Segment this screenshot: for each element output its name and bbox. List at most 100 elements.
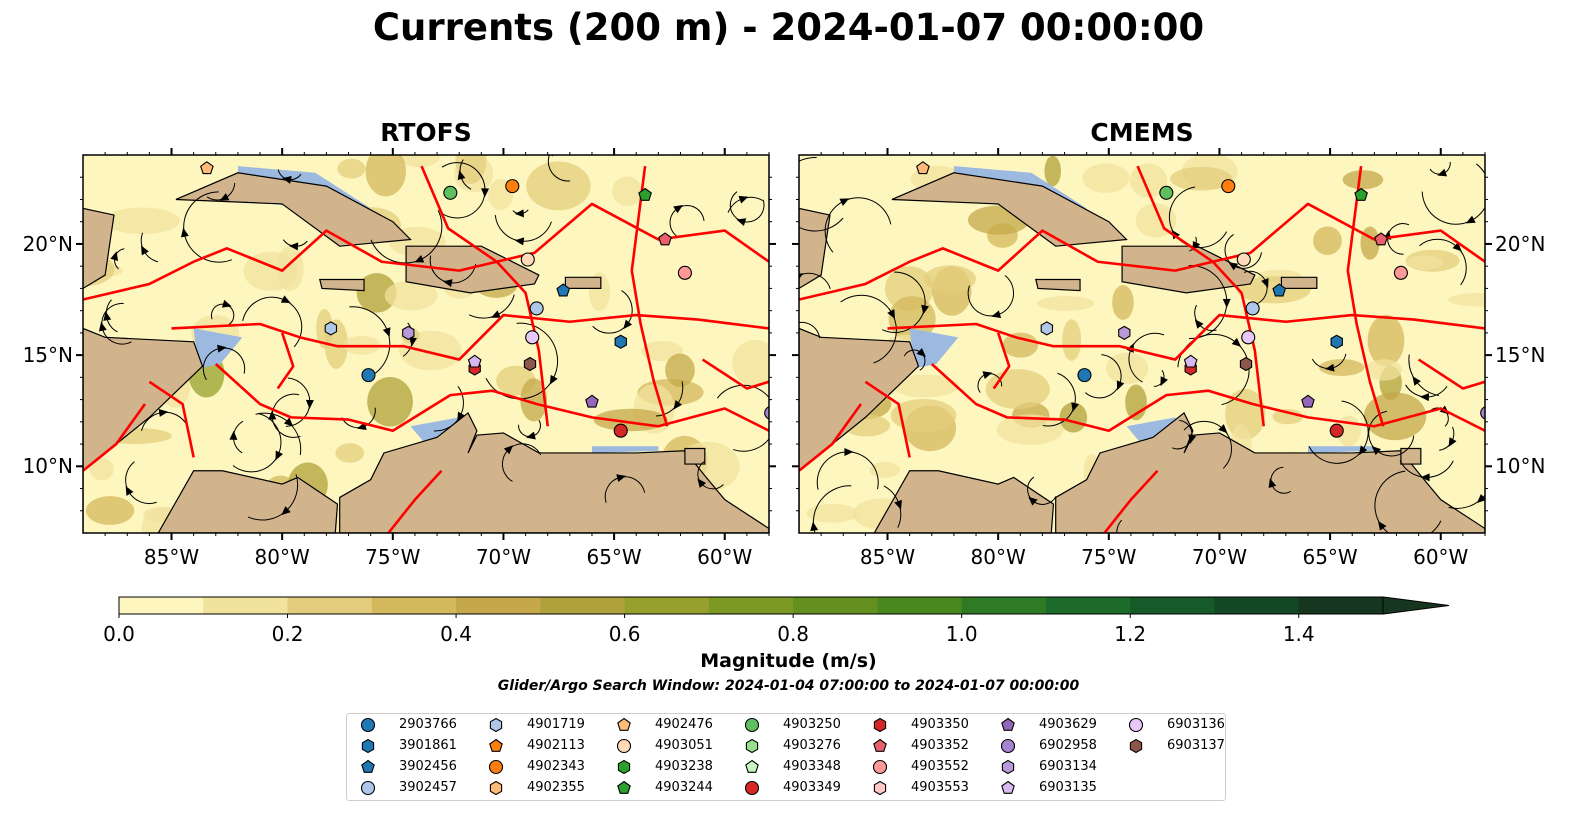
legend-marker — [744, 717, 760, 733]
colorbar-tick-label: 0.6 — [608, 622, 641, 646]
eez-boundary — [1417, 358, 1485, 390]
x-tick-label: 70°W — [1191, 545, 1248, 569]
legend-marker — [489, 780, 503, 796]
float-marker — [520, 252, 535, 267]
streamline-arrow — [1218, 424, 1228, 434]
eez-boundary — [83, 403, 147, 472]
colorbar-segment — [1130, 597, 1216, 614]
legend-marker-icon — [1129, 738, 1143, 754]
legend-marker — [361, 759, 375, 773]
colorbar-segment — [961, 597, 1047, 614]
legend-marker — [873, 780, 887, 796]
magnitude-patch — [1272, 408, 1304, 425]
magnitude-patch — [337, 158, 366, 179]
panel-title-right: CMEMS — [1090, 118, 1194, 147]
float-marker — [324, 321, 338, 336]
float-marker — [443, 185, 458, 200]
magnitude-patch — [335, 443, 365, 463]
legend-label: 4902355 — [527, 780, 585, 795]
streamline-arrow — [916, 347, 926, 358]
streamline — [1116, 519, 1155, 533]
streamline-arrow — [219, 193, 230, 201]
x-tick-label: 80°W — [970, 545, 1026, 569]
streamline-arrow — [810, 521, 819, 532]
streamline-arrow — [1261, 278, 1269, 288]
float-marker — [1480, 406, 1485, 420]
eez-boundary — [930, 363, 1485, 433]
legend-marker-icon — [360, 780, 376, 796]
float-marker — [1159, 185, 1174, 200]
streamline-arrow — [789, 322, 799, 330]
magnitude-patch — [1062, 319, 1082, 361]
streamline-arrow — [549, 374, 558, 385]
streamline-arrow — [673, 399, 683, 410]
float-marker — [1329, 423, 1344, 438]
magnitude-patch — [890, 398, 957, 432]
magnitude-patch — [1002, 332, 1039, 358]
streamline-arrow — [1194, 319, 1204, 329]
legend-label: 4903276 — [783, 738, 841, 753]
float-marker — [1077, 368, 1092, 383]
magnitude-patch — [1036, 296, 1095, 311]
streamline-arrow — [268, 410, 277, 420]
magnitude-patch — [1342, 170, 1384, 190]
legend-label: 4903349 — [783, 780, 841, 795]
legend-label: 6903135 — [1039, 780, 1097, 795]
x-tick-label: 75°W — [1081, 545, 1137, 569]
eez-boundary — [864, 380, 911, 458]
legend-marker-icon — [617, 717, 631, 731]
magnitude-patch — [869, 461, 901, 478]
float-legend: 2903766 3901861 3902456 3902457 4901719 49021… — [346, 713, 1226, 801]
legend-marker-icon — [361, 738, 375, 754]
x-tick-label: 70°W — [475, 545, 532, 569]
float-marker — [525, 330, 540, 345]
magnitude-patch — [398, 155, 441, 168]
streamline-arrow — [844, 447, 854, 456]
streamline-arrow — [141, 245, 149, 256]
magnitude-patch — [1318, 359, 1365, 376]
float-marker — [1272, 283, 1287, 297]
legend-marker-icon — [1001, 780, 1015, 794]
streamline-arrow — [1171, 229, 1180, 240]
legend-marker-icon — [617, 780, 631, 794]
legend-label: 4903552 — [911, 759, 969, 774]
streamline-arrow — [921, 304, 930, 315]
x-tick-label: 85°W — [143, 545, 200, 569]
streamline-arrow — [282, 176, 292, 184]
legend-marker-icon — [1128, 717, 1144, 733]
land — [1055, 412, 1485, 533]
streamline-arrow — [839, 198, 850, 206]
legend-label: 4903348 — [783, 759, 841, 774]
float-marker — [1245, 301, 1260, 316]
streamline — [799, 321, 821, 339]
colorbar-tick-label: 1.0 — [945, 622, 978, 646]
streamline-arrow — [697, 478, 707, 488]
legend-marker — [1000, 738, 1016, 754]
legend-marker — [617, 717, 631, 731]
legend-marker-icon — [1000, 738, 1016, 754]
streamline-arrow — [1160, 376, 1168, 387]
magnitude-patch — [365, 155, 407, 197]
legend-marker-icon — [617, 759, 631, 775]
streamline-arrow — [1377, 520, 1387, 531]
legend-marker — [488, 759, 504, 775]
legend-label: 4903238 — [655, 759, 713, 774]
eez-boundary — [799, 202, 1485, 301]
legend-marker-icon — [745, 759, 759, 773]
streamline-arrow — [110, 251, 119, 261]
y-tick-label-left: 10°N — [22, 454, 73, 479]
colorbar-segment — [877, 597, 963, 614]
map-panel-rtofs — [76, 148, 776, 540]
streamline-arrow — [305, 399, 314, 410]
land — [319, 278, 365, 292]
magnitude-patch — [384, 280, 438, 311]
legend-marker-icon — [745, 738, 759, 754]
magnitude-patch — [104, 207, 180, 234]
legend-marker — [360, 717, 376, 733]
legend-marker-icon — [872, 759, 888, 775]
land — [564, 276, 602, 290]
streamline-arrow — [991, 310, 1002, 319]
streamline-arrow — [1325, 363, 1335, 372]
colorbar-segment — [1298, 597, 1384, 614]
streamline-arrow — [125, 486, 134, 496]
